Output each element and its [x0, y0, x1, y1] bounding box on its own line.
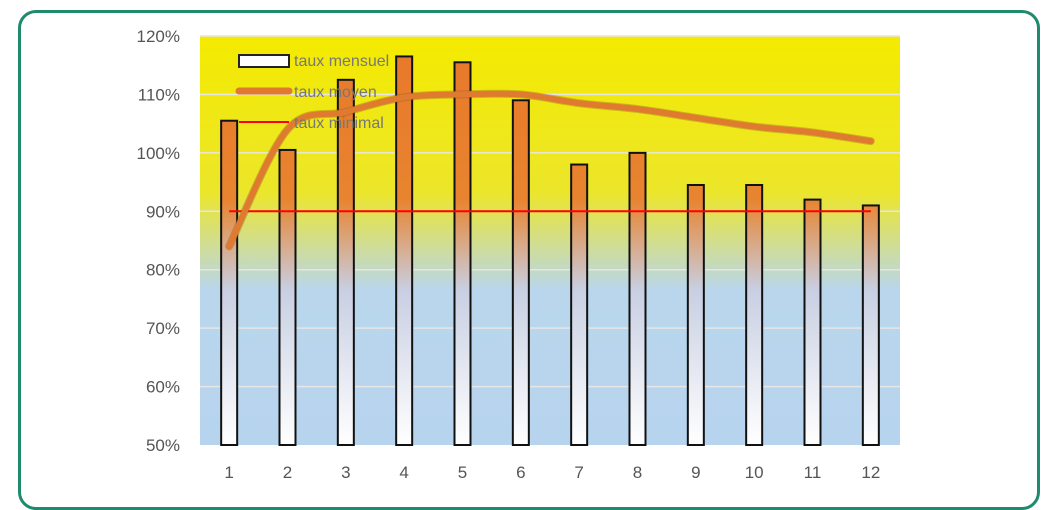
legend-label-taux-minimal: taux minimal — [294, 115, 384, 132]
series-line-taux-moyen — [226, 90, 874, 250]
bar — [395, 55, 414, 446]
y-tick-label: 50% — [146, 436, 180, 455]
y-tick-label: 70% — [146, 319, 180, 338]
y-axis: 50% 60% 70% 80% 90% 100% 110% 120% — [137, 27, 180, 455]
bar — [861, 204, 880, 446]
x-tick-label: 3 — [341, 463, 350, 482]
bar — [511, 99, 530, 447]
x-tick-label: 4 — [399, 463, 408, 482]
y-tick-label: 100% — [137, 144, 180, 163]
line-series — [225, 89, 875, 251]
bar-series — [220, 55, 880, 447]
bar — [686, 183, 705, 446]
bar — [803, 198, 822, 446]
plot-background — [200, 36, 900, 445]
x-tick-label: 12 — [861, 463, 880, 482]
legend-label-taux-moyen: taux moyen — [294, 84, 377, 101]
y-tick-label: 80% — [146, 261, 180, 280]
bar — [628, 151, 647, 446]
bar — [745, 183, 764, 446]
legend-label-taux-mensuel: taux mensuel — [294, 53, 389, 70]
x-tick-label: 11 — [804, 463, 822, 482]
bar — [278, 148, 297, 447]
x-tick-label: 9 — [691, 463, 700, 482]
y-tick-label: 60% — [146, 378, 180, 397]
x-tick-label: 6 — [516, 463, 525, 482]
x-tick-label: 7 — [574, 463, 583, 482]
x-tick-label: 5 — [458, 463, 467, 482]
legend-swatch-taux-mensuel — [238, 54, 290, 68]
bar — [220, 119, 239, 446]
x-axis: 1 2 3 4 5 6 7 8 9 10 11 12 — [224, 463, 880, 482]
y-tick-label: 110% — [138, 85, 180, 104]
x-tick-label: 1 — [224, 463, 233, 482]
bar — [336, 78, 355, 446]
legend: taux mensuel taux moyen taux minimal — [235, 53, 389, 132]
bar — [570, 163, 589, 447]
y-tick-label: 120% — [137, 27, 180, 46]
x-tick-label: 2 — [283, 463, 292, 482]
x-tick-label: 10 — [745, 463, 764, 482]
bar — [453, 61, 472, 447]
y-tick-label: 90% — [146, 202, 180, 221]
x-tick-label: 8 — [633, 463, 642, 482]
